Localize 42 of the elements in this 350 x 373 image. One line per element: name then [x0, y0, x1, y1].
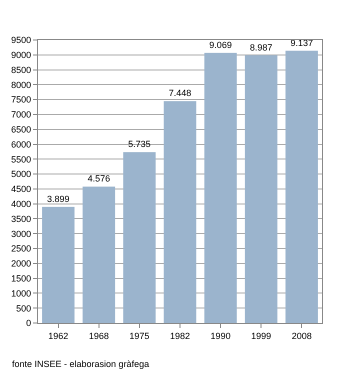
y-tick-label: 6500	[11, 124, 32, 135]
y-tick-label: 7500	[11, 94, 32, 105]
bar	[244, 55, 278, 323]
y-tick-label: 9500	[11, 35, 32, 46]
data-label: 9.137	[290, 38, 313, 48]
data-label: 5.735	[128, 139, 151, 150]
y-tick-label: 3000	[11, 228, 32, 239]
y-tick-label: 9000	[11, 50, 32, 60]
y-tick-label: 1500	[11, 273, 32, 284]
bar	[123, 152, 156, 323]
x-tick-label: 1962	[48, 330, 68, 341]
y-tick-label: 3500	[11, 214, 32, 224]
data-label: 9.069	[209, 40, 232, 50]
y-tick-label: 2500	[11, 244, 32, 254]
y-tick-label: 7000	[11, 110, 32, 120]
x-tick-label: 2008	[292, 330, 312, 341]
y-tick-label: 4500	[11, 184, 32, 194]
bar	[42, 206, 75, 323]
data-label: 8.987	[250, 42, 272, 52]
y-tick-label: 0	[26, 318, 32, 328]
y-tick-label: 8500	[11, 64, 32, 75]
y-tick-label: 5500	[11, 154, 32, 164]
y-tick-label: 2000	[11, 258, 32, 269]
x-tick-label: 1975	[129, 330, 150, 341]
bar	[82, 186, 116, 323]
source-note: fonte INSEE - elaborasion gràfega	[12, 359, 150, 369]
y-tick-label: 6000	[11, 139, 32, 150]
bar	[204, 52, 237, 323]
y-tick-label: 1000	[11, 288, 32, 298]
x-tick-label: 1968	[88, 330, 109, 341]
x-tick-label: 1999	[251, 330, 272, 341]
y-tick-label: 500	[16, 303, 32, 314]
data-label: 7.448	[168, 88, 192, 98]
bar	[285, 50, 318, 323]
bar	[164, 101, 196, 323]
x-tick-label: 1982	[170, 330, 190, 341]
data-label: 3.899	[47, 194, 70, 204]
y-tick-label: 5000	[11, 169, 32, 180]
data-label: 4.576	[88, 174, 110, 184]
y-tick-label: 8000	[11, 80, 32, 90]
y-tick-label: 4000	[11, 198, 32, 209]
x-tick-label: 1990	[210, 330, 231, 341]
